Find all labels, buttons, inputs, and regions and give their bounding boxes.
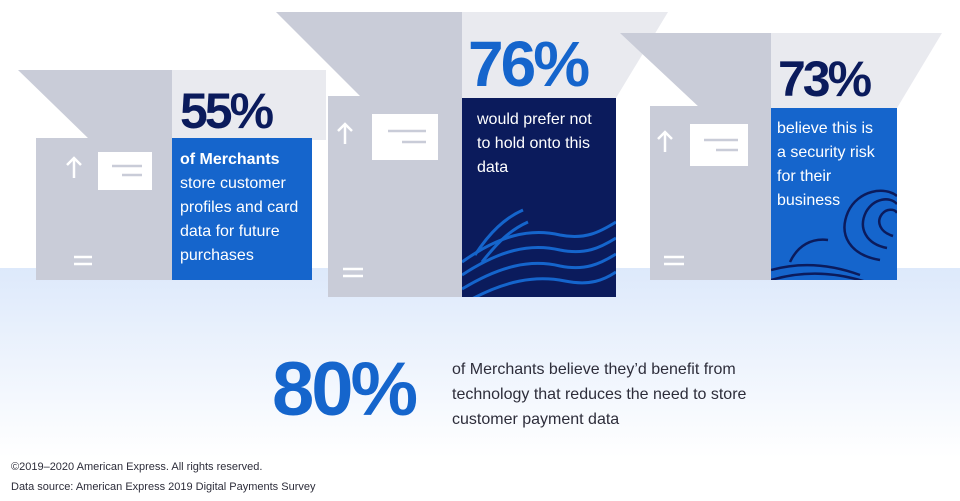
panel-1 [18,70,326,280]
equals-icon [74,255,92,266]
up-arrow-icon [337,122,353,144]
panel-3-text: believe this is a security risk for thei… [777,117,885,213]
summary-stat: 80% [272,347,418,432]
wave-pattern-icon [462,208,616,297]
panel-1-stat: 55% [180,83,274,139]
equals-icon [343,267,363,278]
panel-1-text-rest: store customer profiles and card data fo… [180,175,299,264]
panel-1-blue-card [172,138,312,280]
equals-icon [664,255,684,266]
panel-3-flap-right [771,33,942,108]
panel-2-text-rest: would prefer not to hold onto this data [477,111,592,176]
panel-1-flap-left [18,70,172,140]
wave-pattern-icon [771,189,897,280]
panel-1-flap-right [172,70,326,140]
up-arrow-icon [66,156,82,178]
card-icon [690,124,748,166]
footer-copyright: ©2019–2020 American Express. All rights … [11,461,263,473]
panel-2-flap-left [276,12,462,98]
card-icon [372,114,438,160]
panel-3 [620,33,942,280]
panel-3-stat: 73% [778,51,872,107]
footer-source: Data source: American Express 2019 Digit… [11,481,316,493]
panel-2-stat: 76% [468,28,590,100]
card-icon [98,152,152,190]
glow-background [0,268,960,458]
panel-2-text: would prefer not to hold onto this data [477,108,607,180]
panel-3-blue-card [771,108,897,280]
panel-3-flap-left [620,33,771,108]
panel-2-flap-right [462,12,668,98]
panel-1-text: of Merchants store customer profiles and… [180,148,308,268]
up-arrow-icon [657,130,673,152]
panel-3-text-rest: believe this is a security risk for thei… [777,120,875,209]
panel-1-text-bold: of Merchants [180,151,280,168]
panel-2 [276,12,668,297]
summary-text: of Merchants believe they’d benefit from… [452,361,747,428]
